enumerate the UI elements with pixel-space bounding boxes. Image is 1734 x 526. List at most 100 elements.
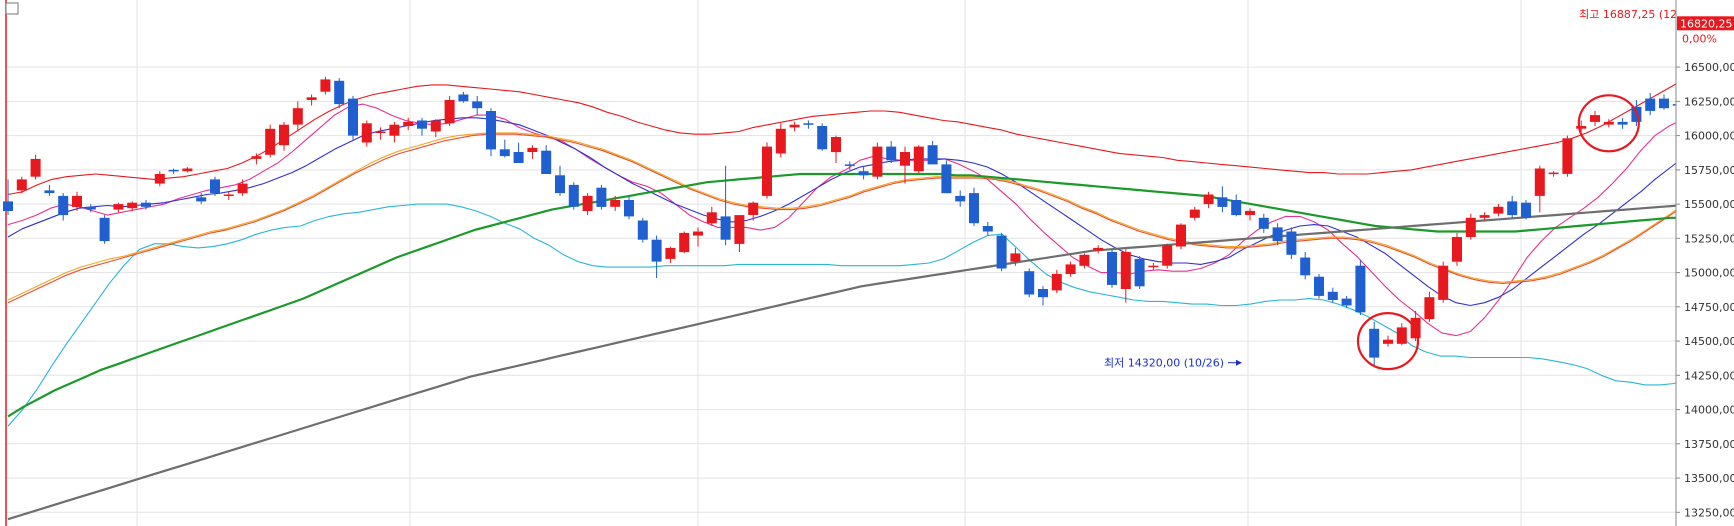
highlight-circle-0 [1356,312,1420,371]
indicator-line-6 [7,172,1734,418]
candle-11 [154,171,165,187]
candle-72 [996,232,1007,272]
candle-25 [348,95,358,140]
candle-91 [1258,213,1269,233]
candle-63 [872,142,883,180]
indicator-line-3 [7,117,1734,307]
candle-21 [292,101,303,132]
candle-92 [1272,223,1283,246]
candle-14 [196,193,207,205]
candle-38 [527,145,538,159]
y-tick-label-5: 14500,00 [1684,335,1734,348]
y-tick-label-11: 16000,00 [1684,130,1734,143]
y-tick-label-9: 15500,00 [1684,198,1734,211]
indicator-line-7 [7,200,1734,521]
candle-101 [1396,323,1407,346]
candle-106 [1465,213,1476,240]
candle-2 [30,154,41,180]
y-tick-label-0: 13250,00 [1684,506,1734,519]
candle-105 [1452,232,1462,266]
candle-82 [1134,256,1145,289]
candle-27 [375,127,386,140]
candle-74 [1024,268,1035,298]
indicator-line-4 [7,132,1734,301]
candle-69 [955,190,966,207]
candle-59 [817,123,828,151]
candle-6 [85,204,96,213]
y-tick-label-6: 14750,00 [1684,301,1734,314]
candle-93 [1286,227,1297,259]
candle-41 [568,182,579,210]
candle-99 [1369,321,1380,366]
low-annotation: 최저 14320,00 (10/26) [1104,357,1224,370]
candle-83 [1148,263,1159,270]
candle-84 [1162,243,1173,269]
candle-9 [127,201,138,211]
candle-70 [969,187,979,226]
candle-55 [762,142,772,199]
candle-98 [1355,260,1366,316]
y-tick-label-3: 14000,00 [1684,404,1734,417]
candle-114 [1576,120,1587,132]
candle-46 [637,217,648,243]
candle-23 [320,76,331,95]
candle-119 [1645,93,1656,116]
candle-8 [113,202,124,213]
candle-65 [900,146,910,184]
candle-37 [513,142,524,163]
change-label: 0,00% [1682,32,1717,45]
high-annotation: 최고 16887,25 (12/15) [1579,8,1699,21]
chart-grid [5,0,1676,526]
candle-48 [665,246,676,263]
candle-51 [706,206,717,226]
candle-12 [168,168,179,174]
candle-103 [1424,291,1435,322]
candle-95 [1314,274,1324,299]
candle-110 [1521,200,1531,220]
candlesticks [3,76,1734,366]
candle-71 [982,221,993,236]
y-tick-label-4: 14250,00 [1684,369,1734,382]
candle-31 [430,119,441,137]
candle-35 [486,108,496,157]
candle-76 [1051,269,1062,294]
candle-96 [1327,287,1338,303]
candle-77 [1065,261,1076,277]
candle-15 [210,176,220,196]
candle-87 [1203,191,1214,209]
candle-28 [389,121,400,143]
candle-112 [1548,171,1559,177]
candle-78 [1079,253,1090,269]
candle-20 [279,121,289,151]
candle-40 [555,165,565,196]
axis-background [1676,0,1734,526]
candle-66 [913,145,924,174]
candle-79 [1093,245,1104,254]
candle-13 [182,167,193,173]
candle-58 [803,120,814,129]
candle-18 [251,153,262,165]
candle-97 [1341,295,1352,309]
candle-64 [886,141,897,163]
candle-111 [1534,165,1545,213]
candle-100 [1383,335,1393,347]
y-tick-label-2: 13750,00 [1684,438,1734,451]
candle-54 [748,201,759,221]
candle-39 [541,145,552,174]
candle-30 [417,117,427,136]
y-tick-label-7: 15000,00 [1684,267,1734,280]
candle-85 [1176,223,1186,250]
indicator-line-0 [7,60,1734,196]
candle-19 [265,124,276,158]
candle-29 [403,117,414,131]
candle-90 [1245,208,1255,221]
chart-menu-icon[interactable] [5,2,19,15]
candle-4 [58,193,69,221]
candle-49 [679,231,690,254]
candle-42 [582,193,593,216]
candle-120 [1659,94,1669,110]
candle-57 [789,121,800,132]
candle-10 [141,200,151,210]
candle-56 [775,123,786,158]
